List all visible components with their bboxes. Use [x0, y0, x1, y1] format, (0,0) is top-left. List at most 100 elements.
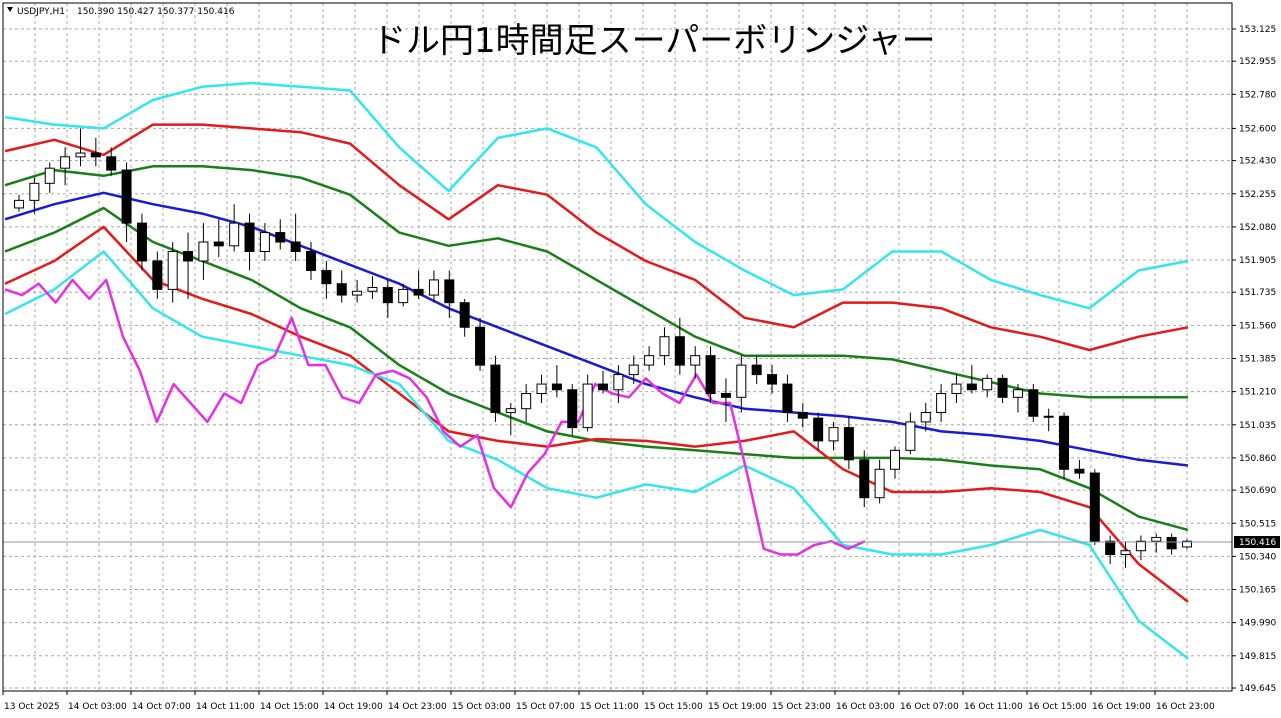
candle — [244, 213, 255, 271]
candle-body — [275, 232, 286, 243]
candle — [521, 384, 532, 422]
candle — [828, 421, 839, 451]
candle-body — [106, 156, 117, 171]
candle-body — [828, 427, 839, 442]
candle — [551, 365, 562, 398]
y-tick-label: 152.430 — [1239, 157, 1276, 167]
candle — [475, 317, 486, 371]
x-tick-label: 15 Oct 03:00 — [452, 702, 511, 712]
y-tick-label: 151.905 — [1239, 256, 1276, 266]
candle — [813, 412, 824, 451]
candle-body — [966, 383, 977, 391]
candle-body — [1182, 540, 1192, 548]
candle — [936, 384, 947, 422]
candle-body — [428, 279, 439, 296]
candle — [582, 374, 593, 432]
candle — [966, 365, 977, 394]
triangle-down-icon — [7, 7, 13, 12]
candle — [1043, 408, 1054, 432]
candle — [336, 270, 347, 303]
candle-body — [674, 336, 685, 366]
candle-body — [1043, 415, 1054, 418]
candle — [459, 298, 470, 337]
candle — [674, 317, 685, 375]
candle-body — [890, 449, 900, 470]
candle — [843, 416, 854, 470]
candle-body — [382, 286, 393, 304]
candle — [920, 403, 931, 432]
candle-body — [843, 427, 854, 461]
ohlc-values: 150.390 150.427 150.377 150.416 — [77, 7, 235, 17]
candle-body — [60, 156, 71, 169]
candle — [352, 279, 363, 303]
band-line — [4, 81, 1189, 310]
candle-body — [736, 364, 747, 398]
candle-body — [567, 389, 578, 429]
y-tick-label: 149.645 — [1239, 684, 1276, 694]
x-tick-label: 14 Oct 11:00 — [196, 702, 255, 712]
x-tick-label: 14 Oct 19:00 — [324, 702, 383, 712]
candle — [136, 213, 147, 271]
x-tick-label: 14 Oct 23:00 — [388, 702, 447, 712]
candle — [75, 128, 86, 167]
candle-body — [982, 377, 993, 391]
candle-body — [644, 355, 655, 366]
candle-body — [936, 393, 947, 413]
candle-body — [505, 408, 516, 413]
candle — [1182, 539, 1192, 549]
candle-body — [475, 326, 486, 366]
candle-body — [367, 286, 378, 292]
candle — [60, 147, 71, 186]
candle-body — [306, 251, 316, 271]
x-tick-label: 16 Oct 07:00 — [900, 702, 959, 712]
y-tick-label: 149.990 — [1239, 619, 1276, 629]
candle-body — [1166, 536, 1177, 550]
band-line — [4, 191, 1189, 467]
y-tick-label: 150.165 — [1239, 586, 1276, 596]
plot-frame — [2, 2, 1233, 692]
candlesticks — [14, 128, 1192, 568]
candle-body — [44, 167, 55, 184]
candle-body — [551, 383, 562, 391]
candle — [982, 374, 993, 398]
candle-body — [213, 241, 224, 247]
candle — [705, 346, 716, 404]
candle-body — [813, 417, 824, 442]
candle — [613, 365, 624, 404]
candle — [890, 446, 900, 479]
y-tick-label: 150.515 — [1239, 519, 1276, 529]
candle — [275, 219, 286, 250]
candle-body — [1028, 389, 1039, 417]
y-tick-label: 152.080 — [1239, 223, 1276, 233]
price-axis: 153.125 152.955 152.780 152.600 152.430 152.2… — [1232, 25, 1276, 694]
time-axis: 13 Oct 2025 14 Oct 03:00 14 Oct 07:00 14 Oc… — [2, 691, 1215, 712]
symbol-label: USDJPY,H1 — [17, 7, 65, 17]
candle — [198, 223, 209, 280]
candle — [767, 365, 778, 394]
candle — [213, 219, 224, 258]
candle — [121, 162, 132, 243]
chart-title: ドル円1時間足スーパーボリンジャー — [372, 21, 936, 61]
x-tick-label: 15 Oct 23:00 — [772, 702, 831, 712]
y-tick-label: 152.255 — [1239, 190, 1276, 200]
candle-body — [1151, 536, 1162, 542]
candle — [1028, 384, 1039, 422]
current-price-label: 150.416 — [1239, 538, 1276, 548]
candle — [628, 355, 639, 385]
candle — [797, 403, 808, 428]
x-tick-label: 16 Oct 19:00 — [1092, 702, 1151, 712]
candle — [1105, 535, 1116, 564]
candle-body — [336, 283, 347, 296]
candle-body — [136, 222, 147, 262]
candle-body — [244, 222, 255, 253]
candle — [859, 450, 870, 508]
candle-body — [767, 374, 778, 385]
candle — [444, 270, 455, 318]
x-tick-label: 16 Oct 11:00 — [964, 702, 1023, 712]
candle — [505, 403, 516, 436]
candle-body — [598, 383, 608, 391]
candle-body — [997, 377, 1008, 398]
candle — [106, 147, 117, 176]
candle — [567, 384, 578, 436]
candle-body — [859, 459, 870, 499]
